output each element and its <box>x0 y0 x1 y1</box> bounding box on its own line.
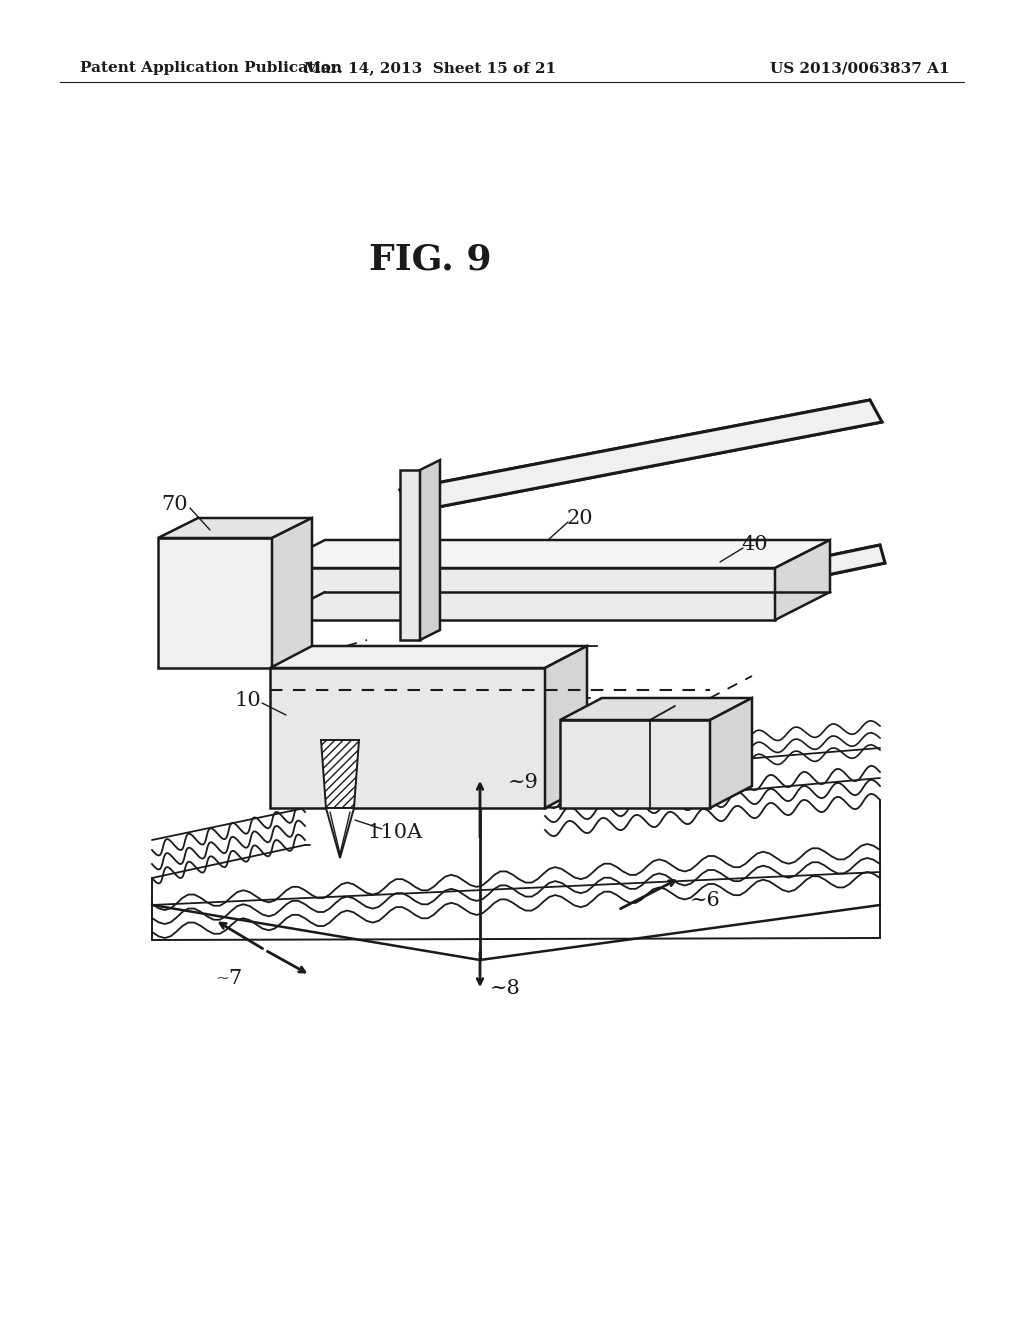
Text: Mar. 14, 2013  Sheet 15 of 21: Mar. 14, 2013 Sheet 15 of 21 <box>304 61 556 75</box>
Text: US 2013/0063837 A1: US 2013/0063837 A1 <box>770 61 950 75</box>
Polygon shape <box>710 698 752 808</box>
Polygon shape <box>615 545 885 618</box>
Text: 70: 70 <box>162 495 188 515</box>
Text: 10: 10 <box>234 690 261 710</box>
Polygon shape <box>270 645 587 668</box>
Text: ~8: ~8 <box>490 978 521 998</box>
Text: 110A: 110A <box>368 822 423 842</box>
Polygon shape <box>270 568 775 620</box>
Polygon shape <box>158 517 312 539</box>
Polygon shape <box>560 719 710 808</box>
Polygon shape <box>400 400 882 512</box>
Polygon shape <box>272 517 312 668</box>
Polygon shape <box>270 540 830 568</box>
Polygon shape <box>321 741 359 808</box>
Polygon shape <box>560 698 752 719</box>
Text: 40: 40 <box>741 536 768 554</box>
Text: ~9: ~9 <box>508 772 539 792</box>
Polygon shape <box>775 540 830 620</box>
Polygon shape <box>270 668 545 808</box>
Text: Patent Application Publication: Patent Application Publication <box>80 61 342 75</box>
Text: ~6: ~6 <box>690 891 721 909</box>
Text: FIG. 9: FIG. 9 <box>369 243 492 277</box>
Polygon shape <box>545 645 587 808</box>
Text: 20: 20 <box>566 508 593 528</box>
Polygon shape <box>420 459 440 640</box>
Polygon shape <box>158 539 272 668</box>
Polygon shape <box>326 808 354 858</box>
Text: 7: 7 <box>228 969 242 987</box>
Polygon shape <box>400 470 420 640</box>
Text: ~: ~ <box>215 969 229 986</box>
